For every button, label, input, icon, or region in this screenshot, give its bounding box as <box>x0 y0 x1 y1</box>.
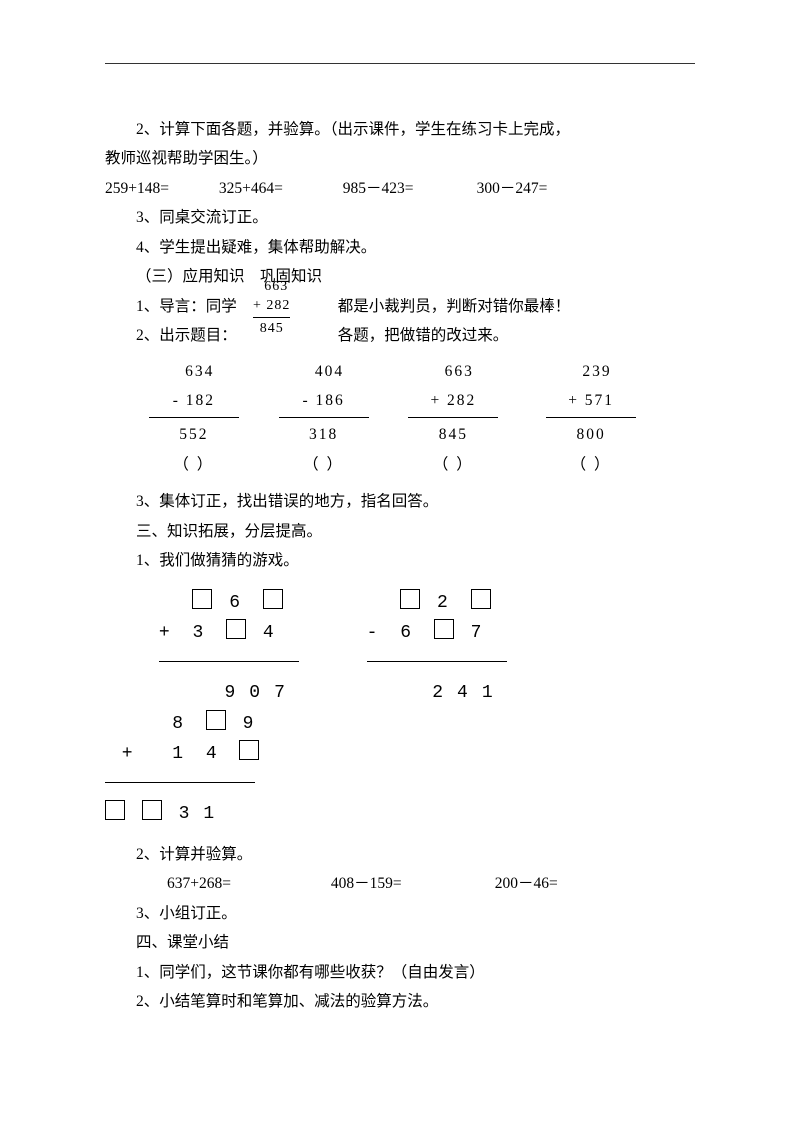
vprob-4: 239 + 571 800 （ ） <box>546 357 636 480</box>
pu2-r1: 2 <box>367 588 507 619</box>
pu3-d1: 8 <box>172 714 189 734</box>
fp-row1: 663 <box>253 278 290 297</box>
para-2-calc-intro-a: 2、计算下面各题，并验算。（出示课件，学生在练习卡上完成， <box>105 115 695 144</box>
v2-line <box>279 417 369 418</box>
v2-r1: 404 <box>303 363 344 380</box>
pu1-d1: 6 <box>229 593 246 613</box>
fp-row2: + 282 <box>253 297 290 316</box>
box-icon <box>206 710 226 730</box>
v1-r2: - 182 <box>173 392 215 409</box>
equation-row-1: 259+148= 325+464= 985－423= 300－247= <box>105 174 695 203</box>
pu3-ans: 31 <box>179 804 229 824</box>
eq-300-247: 300－247= <box>477 174 548 203</box>
para-guess-game: 1、我们做猜猜的游戏。 <box>105 546 695 575</box>
judge-suffix: 都是小裁判员，判断对错你最棒！ <box>307 298 571 315</box>
vprob-3: 663 + 282 845 （ ） <box>408 357 498 480</box>
fp-line <box>253 317 290 318</box>
pu3-line <box>105 770 259 799</box>
para-summary-q: 1、同学们，这节课你都有哪些收获？（自由发言） <box>105 958 695 987</box>
puzzle-row: 6 + 3 4 907 2 - 6 7 241 8 9 + 1 4 31 <box>105 588 695 830</box>
eq-259-148: 259+148= <box>105 174 215 203</box>
v1-line <box>149 417 239 418</box>
pu3-d4: 4 <box>206 744 223 764</box>
v2-r2: - 186 <box>302 392 344 409</box>
show-suffix: 各题，把做错的改过来。 <box>307 327 509 344</box>
floating-vertical-problem: 663 + 282 845 <box>253 278 290 340</box>
pu2-d1: 2 <box>437 593 454 613</box>
judge-prefix: 1、导言：同学 <box>136 298 237 315</box>
para-2-calc-intro-b: 教师巡视帮助学困生。） <box>105 144 695 173</box>
para-summary-method: 2、小结笔算时和笔算加、减法的验算方法。 <box>105 987 695 1016</box>
pu3-d2: 9 <box>243 714 260 734</box>
pu1-d3: 4 <box>263 623 280 643</box>
v4-line <box>546 417 636 418</box>
pu3-r2: + 1 4 <box>105 739 259 770</box>
v3-paren: （ ） <box>433 456 474 473</box>
v1-paren: （ ） <box>173 456 214 473</box>
v2-ans: 318 <box>309 426 338 443</box>
box-icon <box>239 740 259 760</box>
pu2-ans: 241 <box>367 678 507 709</box>
para-group-correct: 3、集体订正，找出错误的地方，指名回答。 <box>105 487 695 516</box>
v3-r1: 663 <box>433 363 474 380</box>
eq-408-159: 408－159= <box>300 869 460 898</box>
equation-row-2: 637+268= 408－159= 200－46= <box>105 869 695 898</box>
para-3-peer-check: 3、同桌交流订正。 <box>105 203 695 232</box>
pu3-r1: 8 9 <box>105 709 259 740</box>
para-section-expand: 三、知识拓展，分层提高。 <box>105 517 695 546</box>
para-calc-verify: 2、计算并验算。 <box>105 840 695 869</box>
para-group-fix: 3、小组订正。 <box>105 899 695 928</box>
box-icon <box>471 589 491 609</box>
para-show-problems: 2、出示题目： 各题，把做错的改过来。 <box>105 321 695 350</box>
box-icon <box>142 800 162 820</box>
pu1-r1: 6 <box>159 588 299 619</box>
pu3-d3: 1 <box>172 744 189 764</box>
v4-r1: 239 <box>571 363 612 380</box>
v4-paren: （ ） <box>571 456 612 473</box>
vprob-1: 634 - 182 552 （ ） <box>149 357 239 480</box>
show-prefix: 2、出示题目： <box>136 327 237 344</box>
pu2-d2: 6 <box>400 623 417 643</box>
v4-ans: 800 <box>577 426 606 443</box>
box-icon <box>434 619 454 639</box>
v3-r2: + 282 <box>430 392 476 409</box>
v3-line <box>408 417 498 418</box>
vertical-problems-row: 634 - 182 552 （ ） 404 - 186 318 （ ） 663 … <box>105 357 695 480</box>
box-icon <box>226 619 246 639</box>
para-section-summary: 四、课堂小结 <box>105 928 695 957</box>
puzzle-2: 2 - 6 7 241 <box>367 588 507 709</box>
pu1-ans: 907 <box>159 678 299 709</box>
para-section-3: （三）应用知识 巩固知识 <box>105 262 695 291</box>
para-4-questions: 4、学生提出疑难，集体帮助解决。 <box>105 233 695 262</box>
top-rule <box>105 63 695 64</box>
box-icon <box>263 589 283 609</box>
eq-637-268: 637+268= <box>136 869 296 898</box>
pu2-line <box>367 649 507 678</box>
eq-325-464: 325+464= <box>219 174 339 203</box>
box-icon <box>105 800 125 820</box>
eq-200-46: 200－46= <box>464 869 558 898</box>
eq-985-423: 985－423= <box>343 174 473 203</box>
pu2-d3: 7 <box>471 623 488 643</box>
pu1-d2: 3 <box>192 623 209 643</box>
v1-r1: 634 <box>173 363 214 380</box>
para-judge-line: 1、导言：同学 都是小裁判员，判断对错你最棒！ <box>105 292 695 321</box>
puzzle-3: 8 9 + 1 4 31 <box>105 709 259 830</box>
v2-paren: （ ） <box>303 456 344 473</box>
pu2-r2: - 6 7 <box>367 618 507 649</box>
pu1-line <box>159 649 299 678</box>
box-icon <box>400 589 420 609</box>
puzzle-1: 6 + 3 4 907 <box>159 588 299 709</box>
v1-ans: 552 <box>179 426 208 443</box>
pu3-r3: 31 <box>105 799 259 830</box>
vprob-2: 404 - 186 318 （ ） <box>279 357 369 480</box>
v3-ans: 845 <box>439 426 468 443</box>
box-icon <box>192 589 212 609</box>
fp-ans: 845 <box>253 320 290 339</box>
pu1-r2: + 3 4 <box>159 618 299 649</box>
v4-r2: + 571 <box>568 392 614 409</box>
